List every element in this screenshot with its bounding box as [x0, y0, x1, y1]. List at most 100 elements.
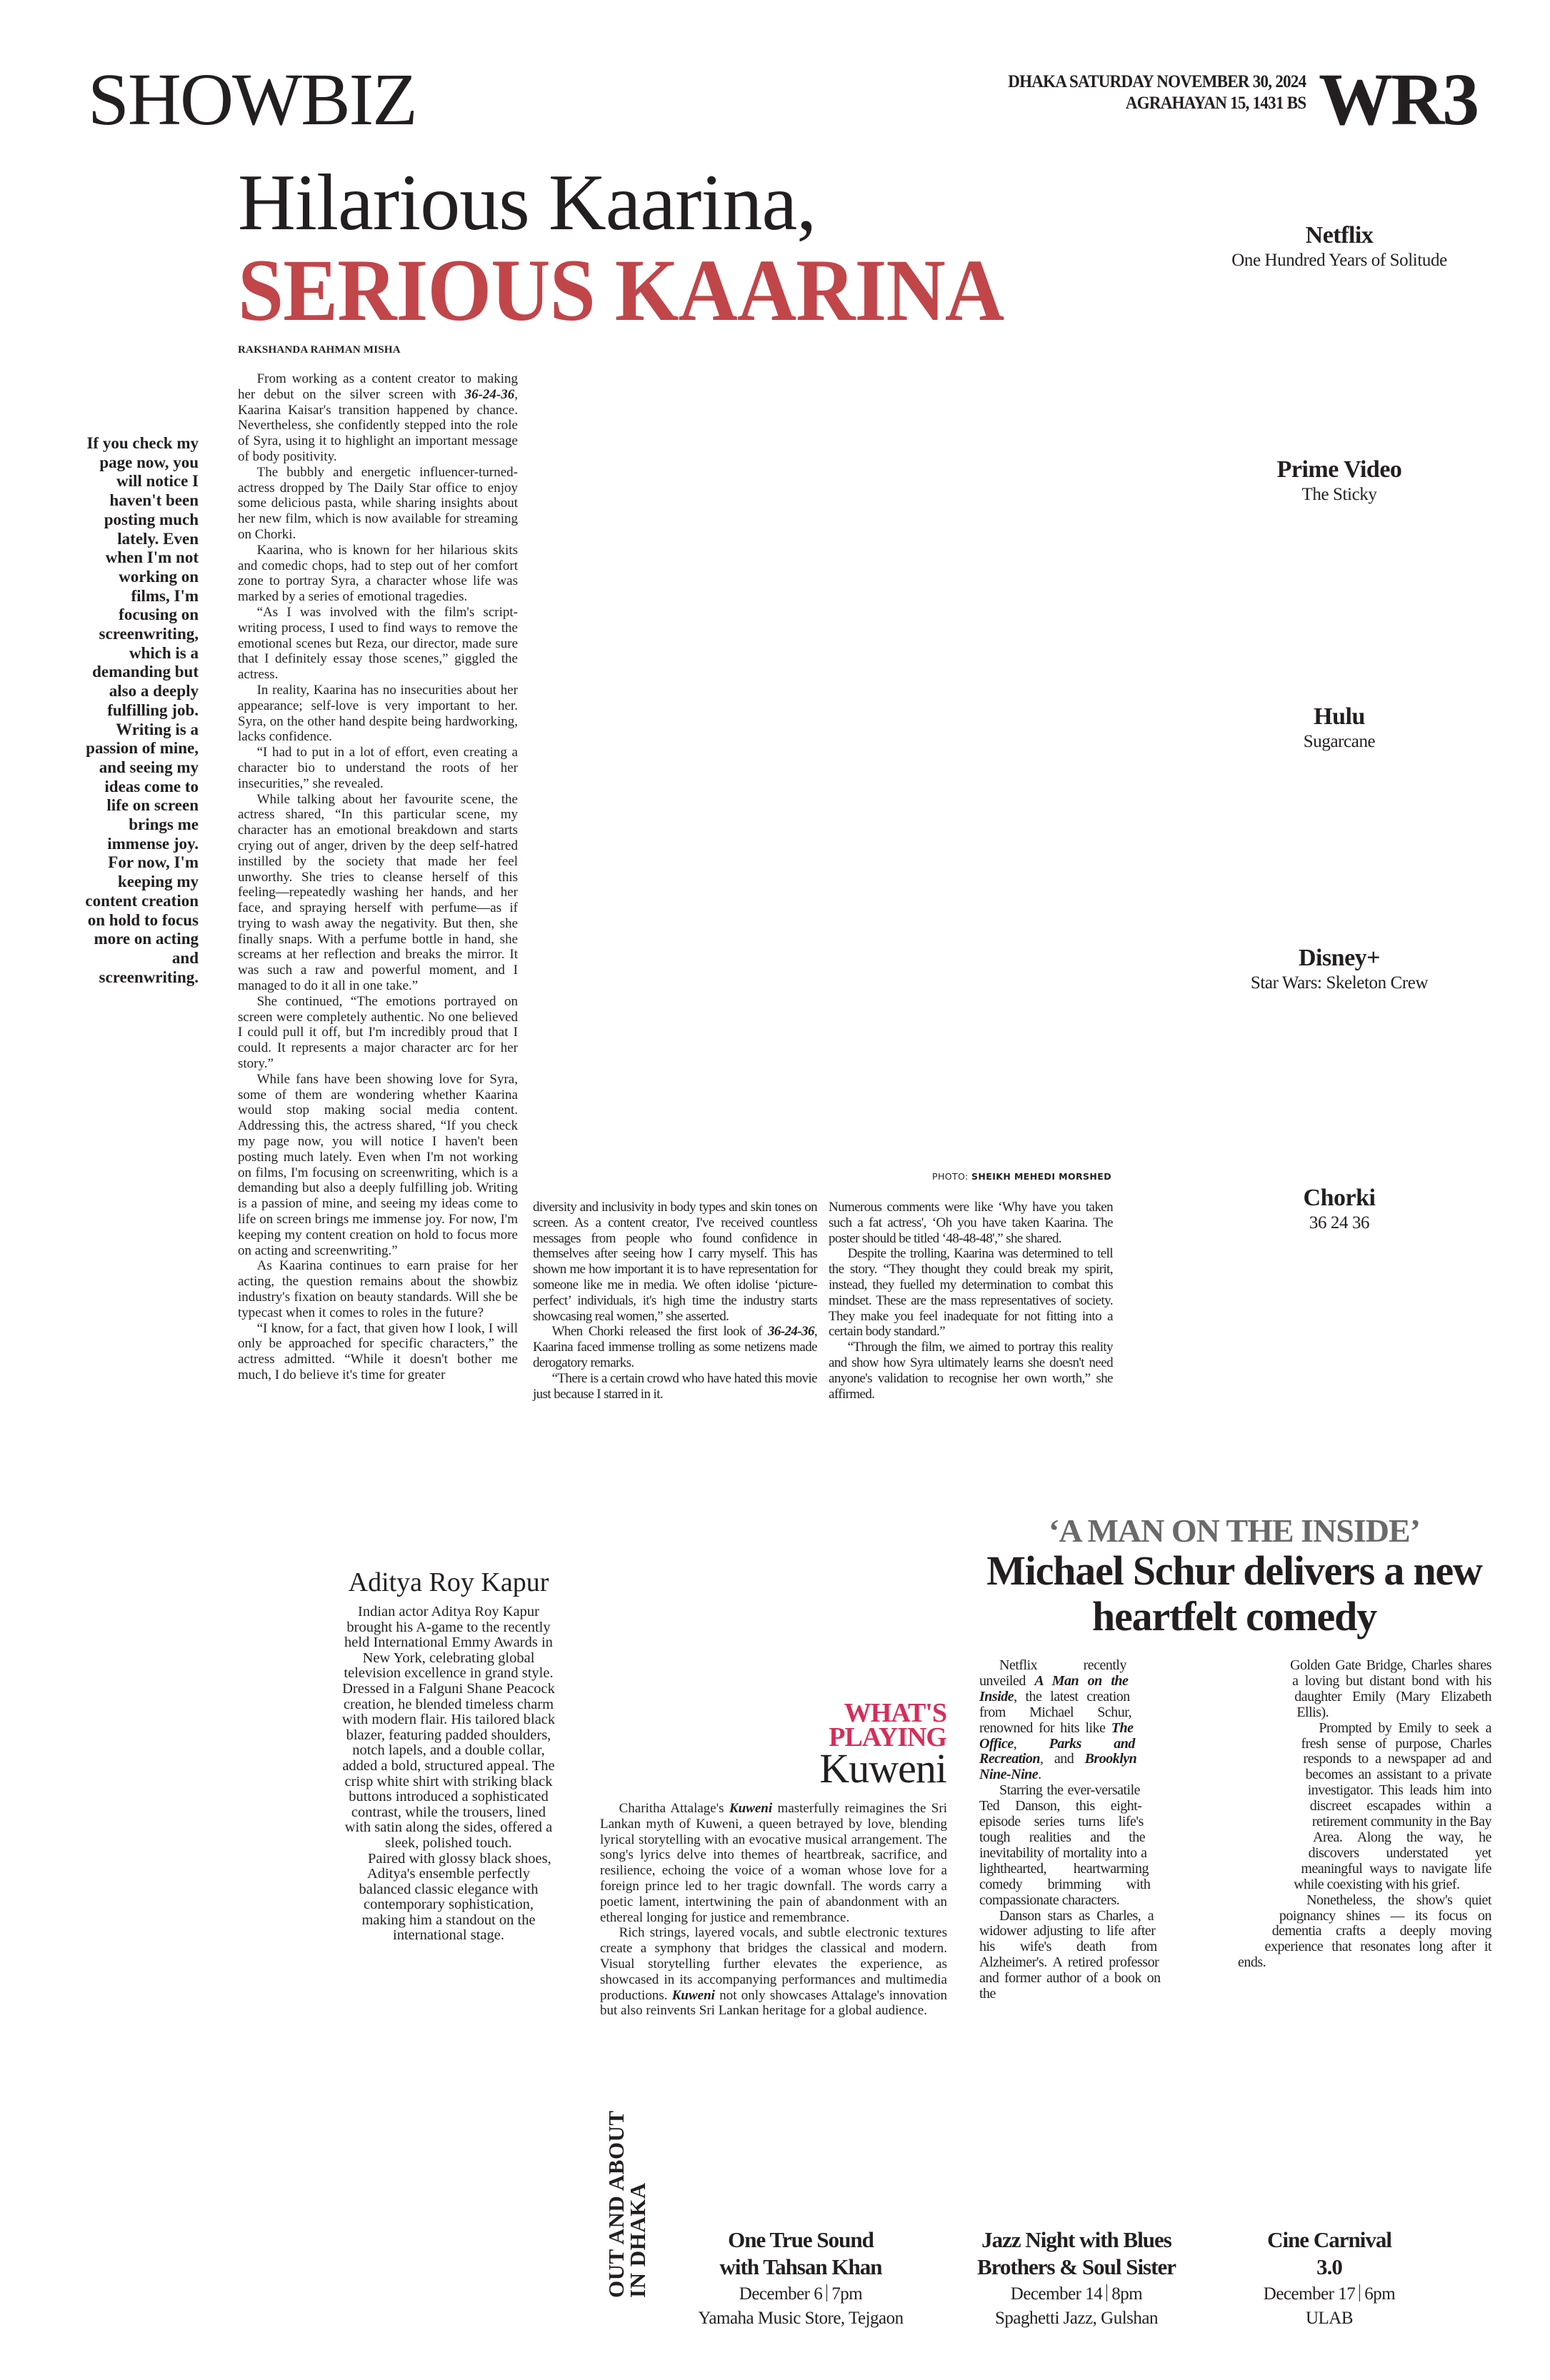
section-masthead: SHOWBIZ: [88, 59, 418, 141]
lead-column-3: Numerous comments were like ‘Why have yo…: [829, 1200, 1114, 1402]
streaming-title: 36 24 36: [1309, 1213, 1370, 1232]
title-italic: 36-24-36: [767, 1324, 814, 1340]
kuweni-title: Kuweni: [819, 1745, 947, 1792]
text-run: Kaarina, who is known for her hilarious …: [238, 542, 518, 605]
text-run: .: [1038, 1767, 1041, 1783]
aditya-article: Aditya Roy Kapur Indian actor Aditya Roy…: [341, 1567, 556, 1944]
events-section-title: OUT AND ABOUT IN DHAKA: [604, 2105, 656, 2298]
event-date: December 14: [1010, 2284, 1103, 2304]
paragraph: Danson stars as Charles, a widower adjus…: [979, 1907, 1226, 2002]
man-inside-col2-text: Golden Gate Bridge, Charles shares a lov…: [1238, 1657, 1492, 1972]
byline: RAKSHANDA RAHMAN MISHA: [238, 344, 401, 356]
text-run: Nonetheless, the show's quiet poignancy …: [1238, 1892, 1492, 1971]
title-italic: The Office: [979, 1719, 1134, 1752]
title-italic: A Man on the Inside: [979, 1672, 1129, 1704]
text-run: Numerous comments were like ‘Why have yo…: [829, 1200, 1114, 1246]
paragraph: Prompted by Emily to seek a fresh sense …: [1238, 1719, 1491, 1893]
text-run: , and: [1040, 1751, 1085, 1767]
kuweni-body: Charitha Attalage's Kuweni masterfully r…: [600, 1801, 947, 2019]
paragraph: Despite the trolling, Kaarina was determ…: [829, 1246, 1114, 1340]
paragraph: While talking about her favourite scene,…: [238, 792, 518, 994]
event-time: 7pm: [831, 2284, 863, 2304]
man-inside-column-1: Netflix recently unveiled A Man on the I…: [979, 1657, 1226, 2002]
paragraph: “I had to put in a lot of effort, even c…: [238, 745, 518, 791]
paragraph: Kaarina, who is known for her hilarious …: [238, 543, 518, 605]
text-run: masterfully reimagines the Sri Lankan my…: [600, 1801, 947, 1925]
paragraph: When Chorki released the first look of 3…: [533, 1324, 818, 1370]
streaming-item: Hulu Sugarcane: [1186, 703, 1493, 753]
event-datetime: December 17 6pm: [1201, 2282, 1458, 2306]
man-inside-kicker: ‘A MAN ON THE INSIDE’: [1049, 1512, 1421, 1549]
title-italic: Kuweni: [671, 1987, 715, 2003]
event-datetime: December 14 8pm: [948, 2282, 1205, 2306]
streaming-platform: Disney+: [1298, 945, 1381, 971]
pull-quote: If you check my page now, you will notic…: [85, 434, 199, 986]
text-run: “As I was involved with the film's scrip…: [238, 604, 518, 683]
streaming-item: Prime Video The Sticky: [1186, 456, 1493, 506]
streaming-item: Netflix One Hundred Years of Solitude: [1186, 221, 1493, 271]
paragraph: As Kaarina continues to earn praise for …: [238, 1258, 518, 1320]
paragraph: From working as a content creator to mak…: [238, 371, 518, 465]
event-title: Jazz Night with Blues Brothers & Soul Si…: [977, 2227, 1176, 2279]
text-run: Netflix recently unveiled: [979, 1657, 1127, 1689]
text-run: Rich strings, layered vocals, and subtle…: [600, 1925, 947, 2003]
paragraph: Golden Gate Bridge, Charles shares a lov…: [1238, 1657, 1491, 1721]
paragraph: She continued, “The emotions portrayed o…: [238, 994, 518, 1072]
kicker-text: WHAT'S PLAYING: [829, 1698, 947, 1752]
lead-headline-line2: SERIOUS KAARINA: [238, 241, 1004, 339]
paragraph: “As I was involved with the film's scrip…: [238, 605, 518, 683]
text-run: “I know, for a fact, that given how I lo…: [238, 1320, 518, 1382]
paragraph: Charitha Attalage's Kuweni masterfully r…: [600, 1801, 947, 1925]
text-run: Paired with glossy black shoes, Aditya's…: [359, 1850, 551, 1944]
event-time: 8pm: [1111, 2284, 1143, 2304]
event-venue: Yamaha Music Store, Tejgaon: [698, 2309, 904, 2328]
lead-column-2: diversity and inclusivity in body types …: [533, 1200, 818, 1402]
streaming-platform: Chorki: [1303, 1185, 1376, 1211]
streaming-title: Sugarcane: [1303, 732, 1376, 751]
text-run: The bubbly and energetic influencer-turn…: [238, 464, 518, 542]
text-run: , the latest creation from Michael Schur…: [979, 1688, 1132, 1736]
event-time: 6pm: [1364, 2284, 1396, 2304]
date-gregorian: DHAKA SATURDAY NOVEMBER 30, 2024: [1007, 72, 1306, 91]
aditya-body: Indian actor Aditya Roy Kapur brought hi…: [341, 1604, 556, 1944]
paragraph: The bubbly and energetic influencer-turn…: [238, 465, 518, 543]
aditya-title: Aditya Roy Kapur: [348, 1567, 549, 1597]
paragraph: Nonetheless, the show's quiet poignancy …: [1238, 1892, 1492, 1972]
paragraph: “I know, for a fact, that given how I lo…: [238, 1321, 518, 1383]
event-venue: Spaghetti Jazz, Gulshan: [994, 2309, 1159, 2328]
title-italic: Brooklyn Nine-Nine: [979, 1751, 1137, 1783]
text-run: She continued, “The emotions portrayed o…: [238, 993, 518, 1072]
streaming-platform: Netflix: [1305, 222, 1374, 248]
paragraph: Paired with glossy black shoes, Aditya's…: [341, 1850, 556, 1944]
text-run: , Kaarina Kaisar's transition happened b…: [238, 386, 518, 464]
paragraph: “Through the film, we aimed to portray t…: [829, 1340, 1114, 1402]
events-title-text: OUT AND ABOUT IN DHAKA: [604, 2110, 650, 2298]
event-title: Cine Carnival 3.0: [1267, 2227, 1392, 2279]
paragraph: In reality, Kaarina has no insecurities …: [238, 683, 518, 745]
event-item: Jazz Night with Blues Brothers & Soul Si…: [948, 2226, 1205, 2331]
paragraph: “There is a certain crowd who have hated…: [533, 1371, 818, 1402]
event-title: One True Sound with Tahsan Khan: [719, 2227, 883, 2279]
event-item: Cine Carnival 3.0 December 17 6pm ULAB: [1201, 2226, 1458, 2331]
text-run: As Kaarina continues to earn praise for …: [238, 1258, 518, 1320]
text-run: Danson stars as Charles, a widower adjus…: [979, 1907, 1161, 2002]
text-run: , Kaarina faced immense trolling as some…: [533, 1324, 818, 1370]
photo-credit: PHOTO: SHEIKH MEHEDI MORSHED: [932, 1171, 1111, 1182]
man-inside-headline: Michael Schur delivers a new heartfelt c…: [986, 1547, 1483, 1640]
text-run: From working as a content creator to mak…: [238, 371, 518, 402]
text-run: Starring the ever-versatile Ted Danson, …: [979, 1782, 1151, 1908]
text-run: In reality, Kaarina has no insecurities …: [238, 682, 518, 745]
text-run: Golden Gate Bridge, Charles shares a lov…: [1290, 1657, 1491, 1720]
whats-playing-kicker: WHAT'S PLAYING: [818, 1698, 947, 1752]
paragraph: Indian actor Aditya Roy Kapur brought hi…: [341, 1604, 556, 1852]
event-date: December 17: [1263, 2284, 1356, 2304]
page-number: WR3: [1319, 59, 1479, 141]
text-run: Prompted by Emily to seek a fresh sense …: [1294, 1719, 1491, 1892]
paragraph: Netflix recently unveiled A Man on the I…: [979, 1657, 1226, 1783]
event-venue: ULAB: [1305, 2309, 1354, 2328]
text-run: not only showcases Attalage's innovation…: [600, 1987, 948, 2019]
paragraph: Numerous comments were like ‘Why have yo…: [829, 1200, 1114, 1246]
photo-credit-label: PHOTO:: [932, 1171, 972, 1182]
text-run: “Through the film, we aimed to portray t…: [829, 1340, 1114, 1402]
lead-column-1: From working as a content creator to mak…: [238, 371, 518, 1383]
